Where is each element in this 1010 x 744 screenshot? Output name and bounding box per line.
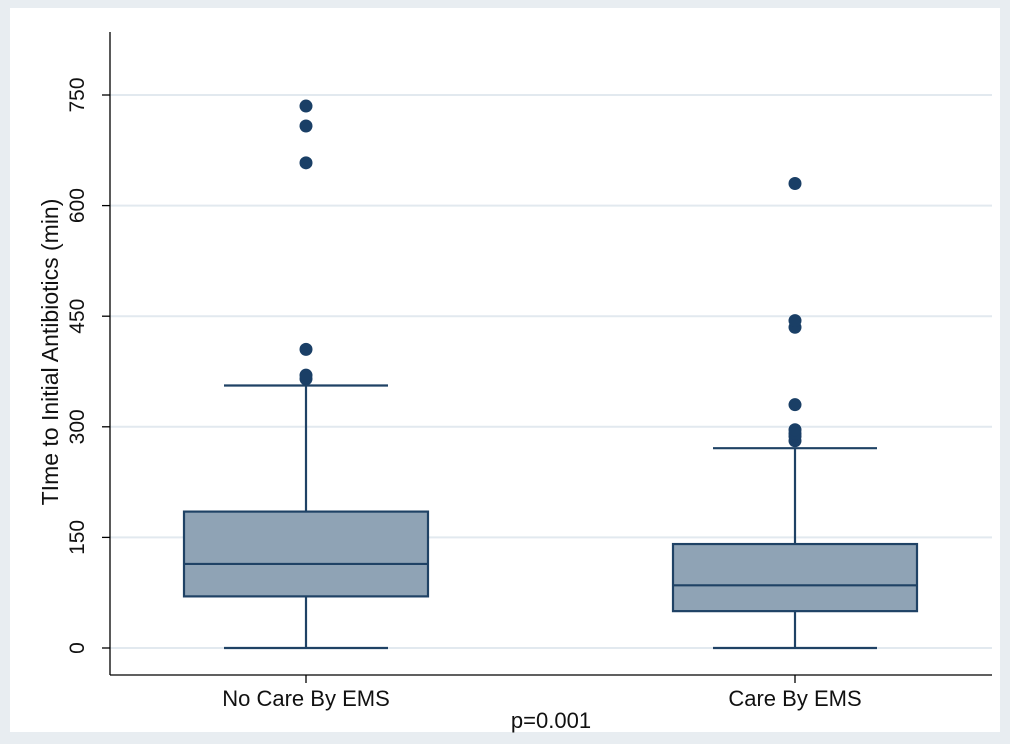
y-tick-label: 450 <box>66 299 89 334</box>
outlier-point <box>299 156 313 170</box>
box-iqr <box>182 510 430 598</box>
outlier-point <box>299 342 313 356</box>
outlier-point <box>788 398 802 412</box>
y-tick-label: 300 <box>66 409 89 444</box>
outlier-point <box>299 119 313 133</box>
p-value-annotation: p=0.001 <box>511 708 591 733</box>
y-tick-label: 0 <box>66 642 89 654</box>
y-axis-title: TIme to Initial Antibiotics (min) <box>37 199 63 506</box>
x-tick-label: Care By EMS <box>728 686 861 711</box>
outlier-point <box>788 423 802 437</box>
outlier-point <box>788 176 802 190</box>
box-iqr <box>671 542 919 613</box>
y-tick-label: 150 <box>66 520 89 555</box>
y-tick-label: 600 <box>66 188 89 223</box>
outlier-point <box>299 368 313 382</box>
outlier-point <box>788 314 802 328</box>
y-tick-label: 750 <box>66 77 89 112</box>
x-tick-label: No Care By EMS <box>222 686 390 711</box>
outlier-point <box>299 99 313 113</box>
